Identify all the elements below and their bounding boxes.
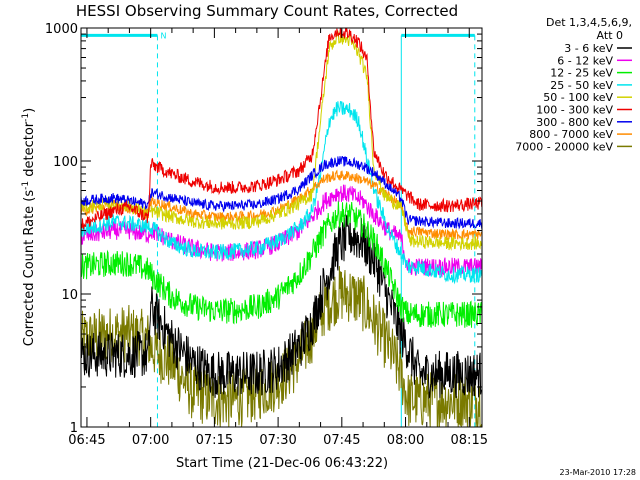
y-tick-label: 1000 (45, 22, 78, 37)
y-tick-label: 100 (53, 155, 78, 170)
plot-area: N (80, 27, 483, 428)
legend-label: 800 - 7000 keV (529, 128, 613, 141)
legend-label: 3 - 6 keV (564, 42, 613, 55)
y-tick-label: 10 (61, 288, 78, 303)
legend-label: 25 - 50 keV (550, 79, 613, 92)
x-tick-label: 07:00 (132, 433, 169, 448)
series-line (81, 266, 482, 427)
series-layer (81, 28, 482, 427)
x-tick-label: 08:15 (451, 433, 488, 448)
series-line (81, 200, 482, 328)
series-line (81, 213, 482, 400)
series-line (81, 169, 482, 241)
legend-header-line-2: Att 0 (597, 29, 623, 42)
x-tick-label: 08:00 (387, 433, 424, 448)
legend-label: 12 - 25 keV (550, 67, 613, 80)
legend-label: 6 - 12 keV (557, 54, 613, 67)
x-axis-label: Start Time (21-Dec-06 06:43:22) (176, 456, 388, 471)
x-tick-label: 06:45 (68, 433, 105, 448)
y-axis-label: Corrected Count Rate (s-1 detector-1) (21, 108, 37, 346)
saa-marker-label: N (160, 31, 166, 40)
legend-label: 7000 - 20000 keV (515, 140, 613, 153)
legend-label: 300 - 800 keV (536, 116, 613, 129)
x-axis: 06:45 07:00 07:15 07:30 07:45 08:00 08:15 (68, 28, 488, 448)
legend-label: 100 - 300 keV (536, 104, 613, 117)
plot-frame (80, 27, 483, 428)
series-line (81, 30, 482, 252)
series-line (81, 28, 482, 232)
series-line (81, 156, 482, 230)
footer-date: 23-Mar-2010 17:28 (560, 468, 637, 477)
x-tick-label: 07:45 (323, 433, 360, 448)
legend-label: 50 - 100 keV (543, 91, 613, 104)
chart-title: HESSI Observing Summary Count Rates, Cor… (76, 2, 458, 20)
x-tick-label: 07:15 (196, 433, 233, 448)
x-tick-label: 07:30 (259, 433, 296, 448)
legend-header-line-1: Det 1,3,4,5,6,9, (546, 16, 632, 29)
y-axis: 1 10 100 1000 (45, 22, 482, 436)
y-tick-label: 1 (70, 421, 78, 436)
series-line (81, 100, 482, 285)
